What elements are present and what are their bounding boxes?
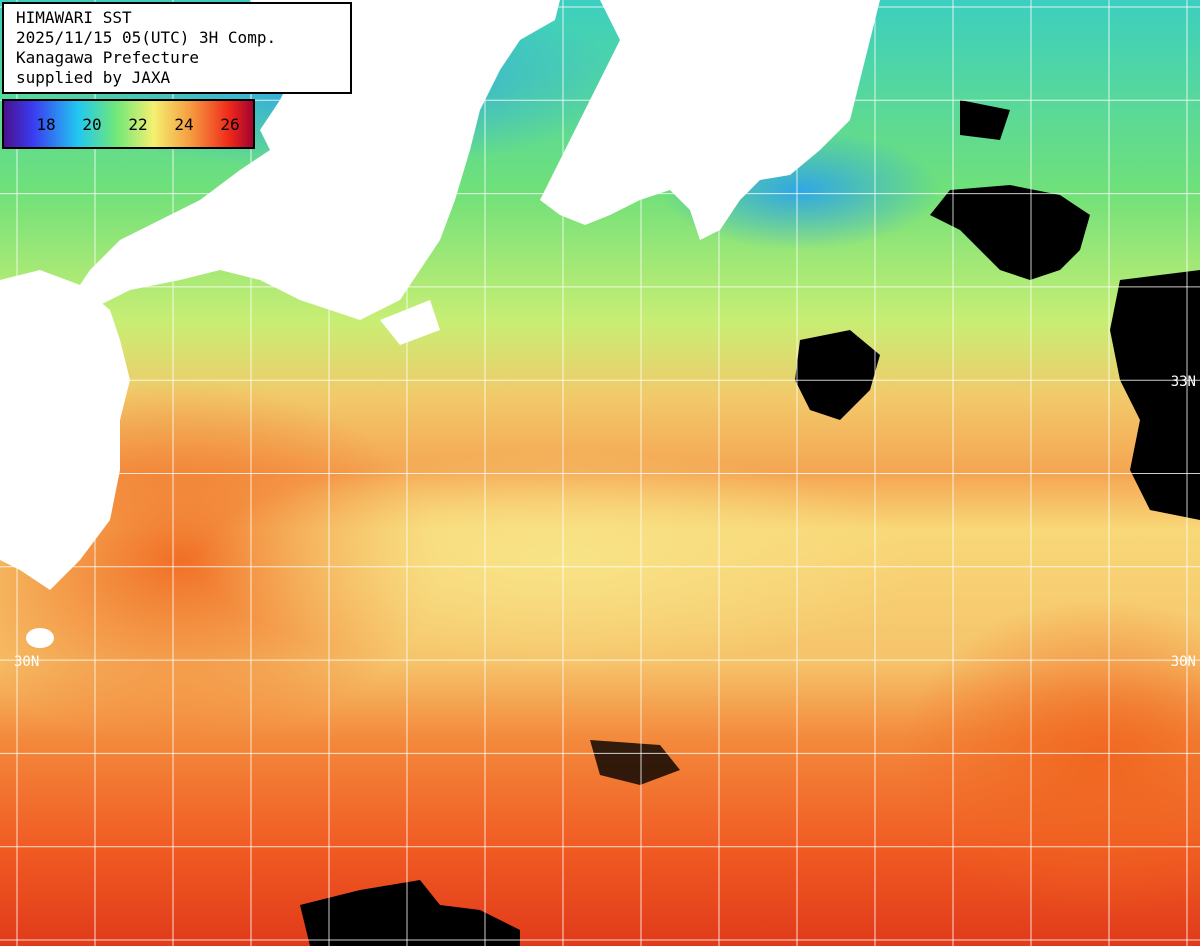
colorbar xyxy=(2,99,255,149)
lon-label: 136E xyxy=(485,6,501,40)
cloud xyxy=(960,100,1010,140)
mild-water xyxy=(200,450,920,670)
info-box xyxy=(2,2,352,94)
cloud xyxy=(1110,270,1200,520)
cloud xyxy=(590,740,680,785)
warm-water xyxy=(900,600,1200,920)
grid-labels: 136E 33N 30N 30N xyxy=(14,6,1196,670)
land xyxy=(26,628,54,648)
land xyxy=(70,0,560,320)
colorbar-label: 26 xyxy=(220,115,239,134)
info-line: Kanagawa Prefecture xyxy=(16,48,199,67)
info-line: HIMAWARI SST xyxy=(16,8,132,27)
colorbar-label: 24 xyxy=(174,115,193,134)
info-line: supplied by JAXA xyxy=(16,68,170,87)
land xyxy=(0,270,130,590)
colorbar-label: 20 xyxy=(82,115,101,134)
lat-label: 33N xyxy=(1171,374,1196,390)
cloud xyxy=(300,880,520,946)
cloud xyxy=(795,330,880,420)
lat-label: 30N xyxy=(14,654,39,670)
land xyxy=(380,300,440,345)
colorbar-label: 22 xyxy=(128,115,147,134)
land xyxy=(540,0,880,240)
info-line: 2025/11/15 05(UTC) 3H Comp. xyxy=(16,28,276,47)
colorbar-labels: 18 20 22 24 26 xyxy=(36,115,239,134)
cloud xyxy=(930,185,1090,280)
colorbar-label: 18 xyxy=(36,115,55,134)
lat-label: 30N xyxy=(1171,654,1196,670)
